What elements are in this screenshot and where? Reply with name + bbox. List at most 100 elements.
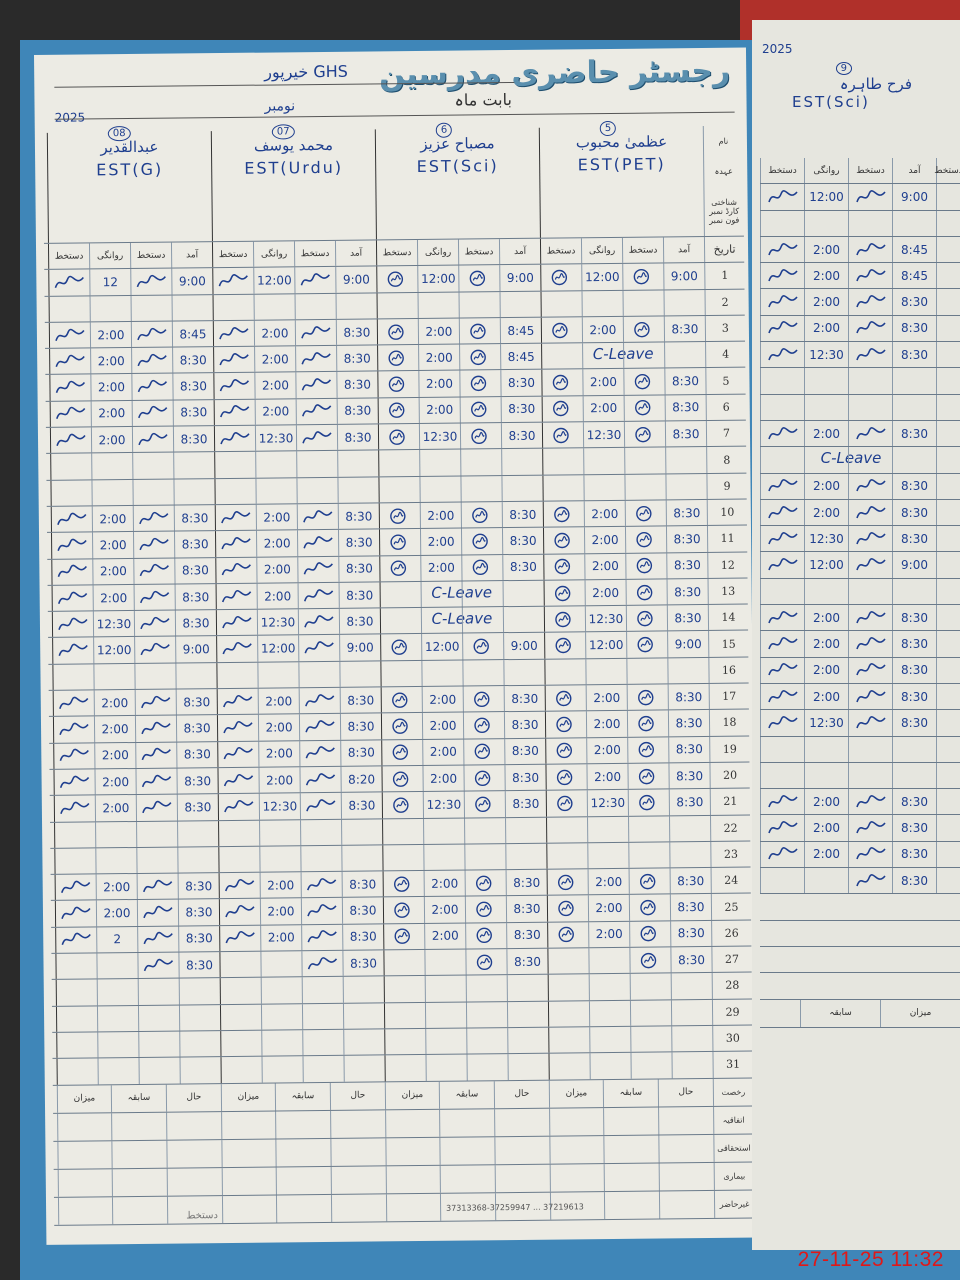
arrival-time-cell xyxy=(178,1004,221,1031)
signature-mark xyxy=(59,748,89,762)
departure-time-cell: 2:00 xyxy=(586,763,628,790)
departure-time-cell: 12:30 xyxy=(804,710,848,736)
arrival-signature-cell xyxy=(133,531,175,558)
arrival-signature-cell xyxy=(628,868,670,895)
signature-mark xyxy=(470,349,486,365)
departure-signature-cell xyxy=(54,848,96,874)
signature-mark xyxy=(221,536,251,550)
signature-mark xyxy=(557,795,573,812)
departure-time-cell: 2:00 xyxy=(95,874,137,900)
departure-time-cell: 2:00 xyxy=(804,789,848,815)
date-cell: 23 xyxy=(710,841,751,868)
arrival-time-cell xyxy=(178,978,220,1005)
departure-signature-cell xyxy=(55,1006,98,1032)
departure-signature-cell xyxy=(55,953,97,980)
departure-time-cell xyxy=(804,394,848,420)
signature-mark xyxy=(556,743,573,759)
departure-time-cell xyxy=(93,663,135,690)
summary-cell xyxy=(330,1109,386,1138)
arrival-time-cell xyxy=(342,976,384,1003)
arrival-signature-cell xyxy=(625,552,667,579)
date-cell: 8 xyxy=(706,446,747,473)
arrival-signature-cell xyxy=(848,789,892,815)
signature-mark xyxy=(767,295,798,308)
arrival-signature-cell xyxy=(463,765,505,791)
signature-mark xyxy=(387,271,404,287)
departure-signature-cell xyxy=(381,792,424,818)
arrival-signature-cell xyxy=(464,896,507,923)
summary-cell: حال xyxy=(329,1081,386,1110)
arrival-time-cell: 8:45 xyxy=(892,236,936,263)
signature-mark xyxy=(223,720,253,734)
table-row xyxy=(760,736,960,763)
arrival-time-cell: 8:30 xyxy=(500,370,542,396)
arrival-time-cell: 8:30 xyxy=(340,792,383,819)
subcolumn-header: دستخط xyxy=(621,237,664,264)
subcolumn-header: روانگی xyxy=(252,241,295,268)
departure-signature-cell xyxy=(213,346,255,373)
signature-mark xyxy=(388,324,404,340)
arrival-signature-cell xyxy=(134,637,176,663)
signature-mark xyxy=(637,610,653,627)
departure-signature-cell xyxy=(760,447,804,473)
signature-mark xyxy=(476,927,492,944)
signature-mark xyxy=(640,926,656,942)
arrival-time-cell: 8:30 xyxy=(669,894,712,921)
arrival-time-cell: 8:30 xyxy=(668,762,710,789)
departure-signature-cell xyxy=(383,976,425,1002)
arrival-signature-cell xyxy=(138,1057,180,1084)
table-row: 8:30 12:30 xyxy=(760,342,960,369)
arrival-signature-cell xyxy=(463,791,506,818)
departure-signature-cell xyxy=(543,580,585,606)
departure-time-cell: 2:00 xyxy=(804,683,848,710)
departure-signature-cell xyxy=(377,397,419,424)
signature-mark xyxy=(767,637,798,650)
signature-cell xyxy=(936,499,960,526)
arrival-time-cell: 9:00 xyxy=(175,636,217,663)
table-row: 27 8:30 8:30 8:30 8:30 xyxy=(51,946,752,981)
summary-cell xyxy=(166,1139,222,1168)
departure-signature-cell xyxy=(382,844,424,871)
table-row: 8:30 2:00 xyxy=(760,289,960,316)
departure-signature-cell xyxy=(760,342,804,368)
date-cell: 5 xyxy=(705,368,746,394)
arrival-signature-cell xyxy=(848,263,892,289)
departure-time-cell xyxy=(95,821,137,848)
departure-signature-cell xyxy=(376,292,418,319)
date-cell: 6 xyxy=(705,394,746,421)
departure-signature-cell xyxy=(216,715,259,741)
departure-signature-cell xyxy=(376,266,418,293)
signature-mark xyxy=(767,190,798,203)
departure-time-cell xyxy=(804,368,848,394)
subcolumn-header: روانگی xyxy=(580,237,623,264)
arrival-time-cell: 9:00 xyxy=(335,266,377,293)
arrival-time-cell: 8:30 xyxy=(892,789,936,815)
departure-time-cell xyxy=(587,842,629,869)
departure-time-cell: 2:00 xyxy=(584,553,626,580)
signature-mark xyxy=(637,637,653,653)
table-row: 8:30 2:00 xyxy=(760,631,960,658)
arrival-signature-cell xyxy=(848,368,892,394)
arrival-time-cell: 8:30 xyxy=(892,657,936,683)
signature-mark xyxy=(638,689,654,706)
signature-mark xyxy=(474,691,490,707)
signature-mark xyxy=(142,800,172,814)
signature-mark xyxy=(470,375,487,392)
departure-signature-cell xyxy=(545,764,587,790)
arrival-signature-cell xyxy=(458,265,500,292)
signature-mark xyxy=(640,899,656,916)
signature-mark xyxy=(638,768,655,784)
signature-mark xyxy=(557,874,574,890)
subcolumn-header: دستخط xyxy=(129,242,172,269)
summary-cell: سابقہ xyxy=(274,1082,331,1111)
arrival-signature-cell xyxy=(300,871,342,898)
arrival-time-cell xyxy=(892,394,936,420)
departure-signature-cell xyxy=(383,1002,426,1029)
signature-mark xyxy=(472,507,488,523)
signature-mark xyxy=(472,533,488,549)
departure-time-cell xyxy=(424,1002,467,1028)
signature-mark xyxy=(640,952,657,968)
signature-cell xyxy=(936,631,960,657)
arrival-time-cell: 8:30 xyxy=(892,289,936,315)
arrival-time-cell: 8:30 xyxy=(176,741,218,768)
